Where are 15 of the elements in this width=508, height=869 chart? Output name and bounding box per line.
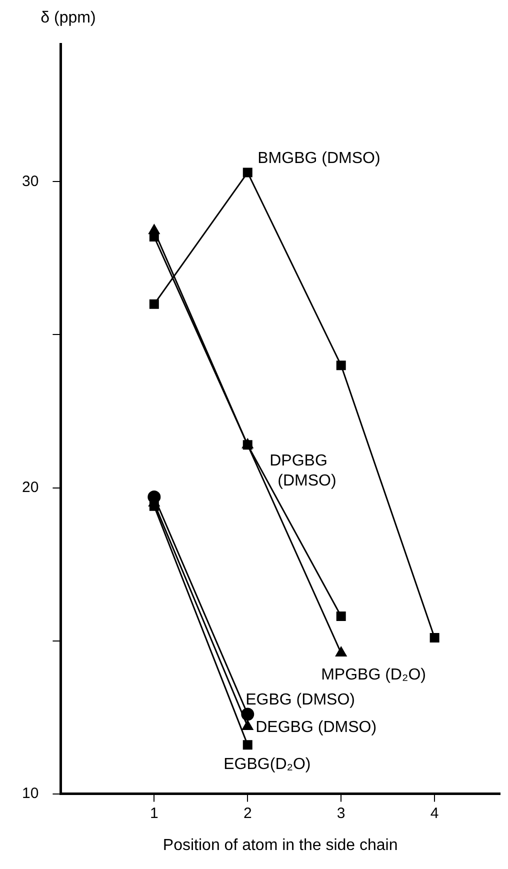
series-label: MPGBG (D₂O) xyxy=(321,666,426,684)
y-axis-title: δ (ppm) xyxy=(40,9,96,26)
y-tick-label: 10 xyxy=(22,784,39,802)
x-tick-label: 2 xyxy=(243,804,252,822)
series-label: EGBG (DMSO) xyxy=(246,692,355,709)
x-tick-label: 3 xyxy=(336,804,346,822)
x-tick-label: 4 xyxy=(430,804,439,822)
y-tick-label: 20 xyxy=(22,478,39,496)
series-label: DEGBG (DMSO) xyxy=(256,718,377,736)
series-label: DPGBG (DMSO) xyxy=(270,452,336,490)
series-label: BMGBG (DMSO) xyxy=(258,150,380,167)
y-tick-label: 30 xyxy=(22,172,39,190)
x-tick-label: 1 xyxy=(150,804,158,822)
x-axis-title: Position of atom in the side chain xyxy=(162,836,398,854)
series-label: EGBG(D₂O) xyxy=(224,756,311,774)
